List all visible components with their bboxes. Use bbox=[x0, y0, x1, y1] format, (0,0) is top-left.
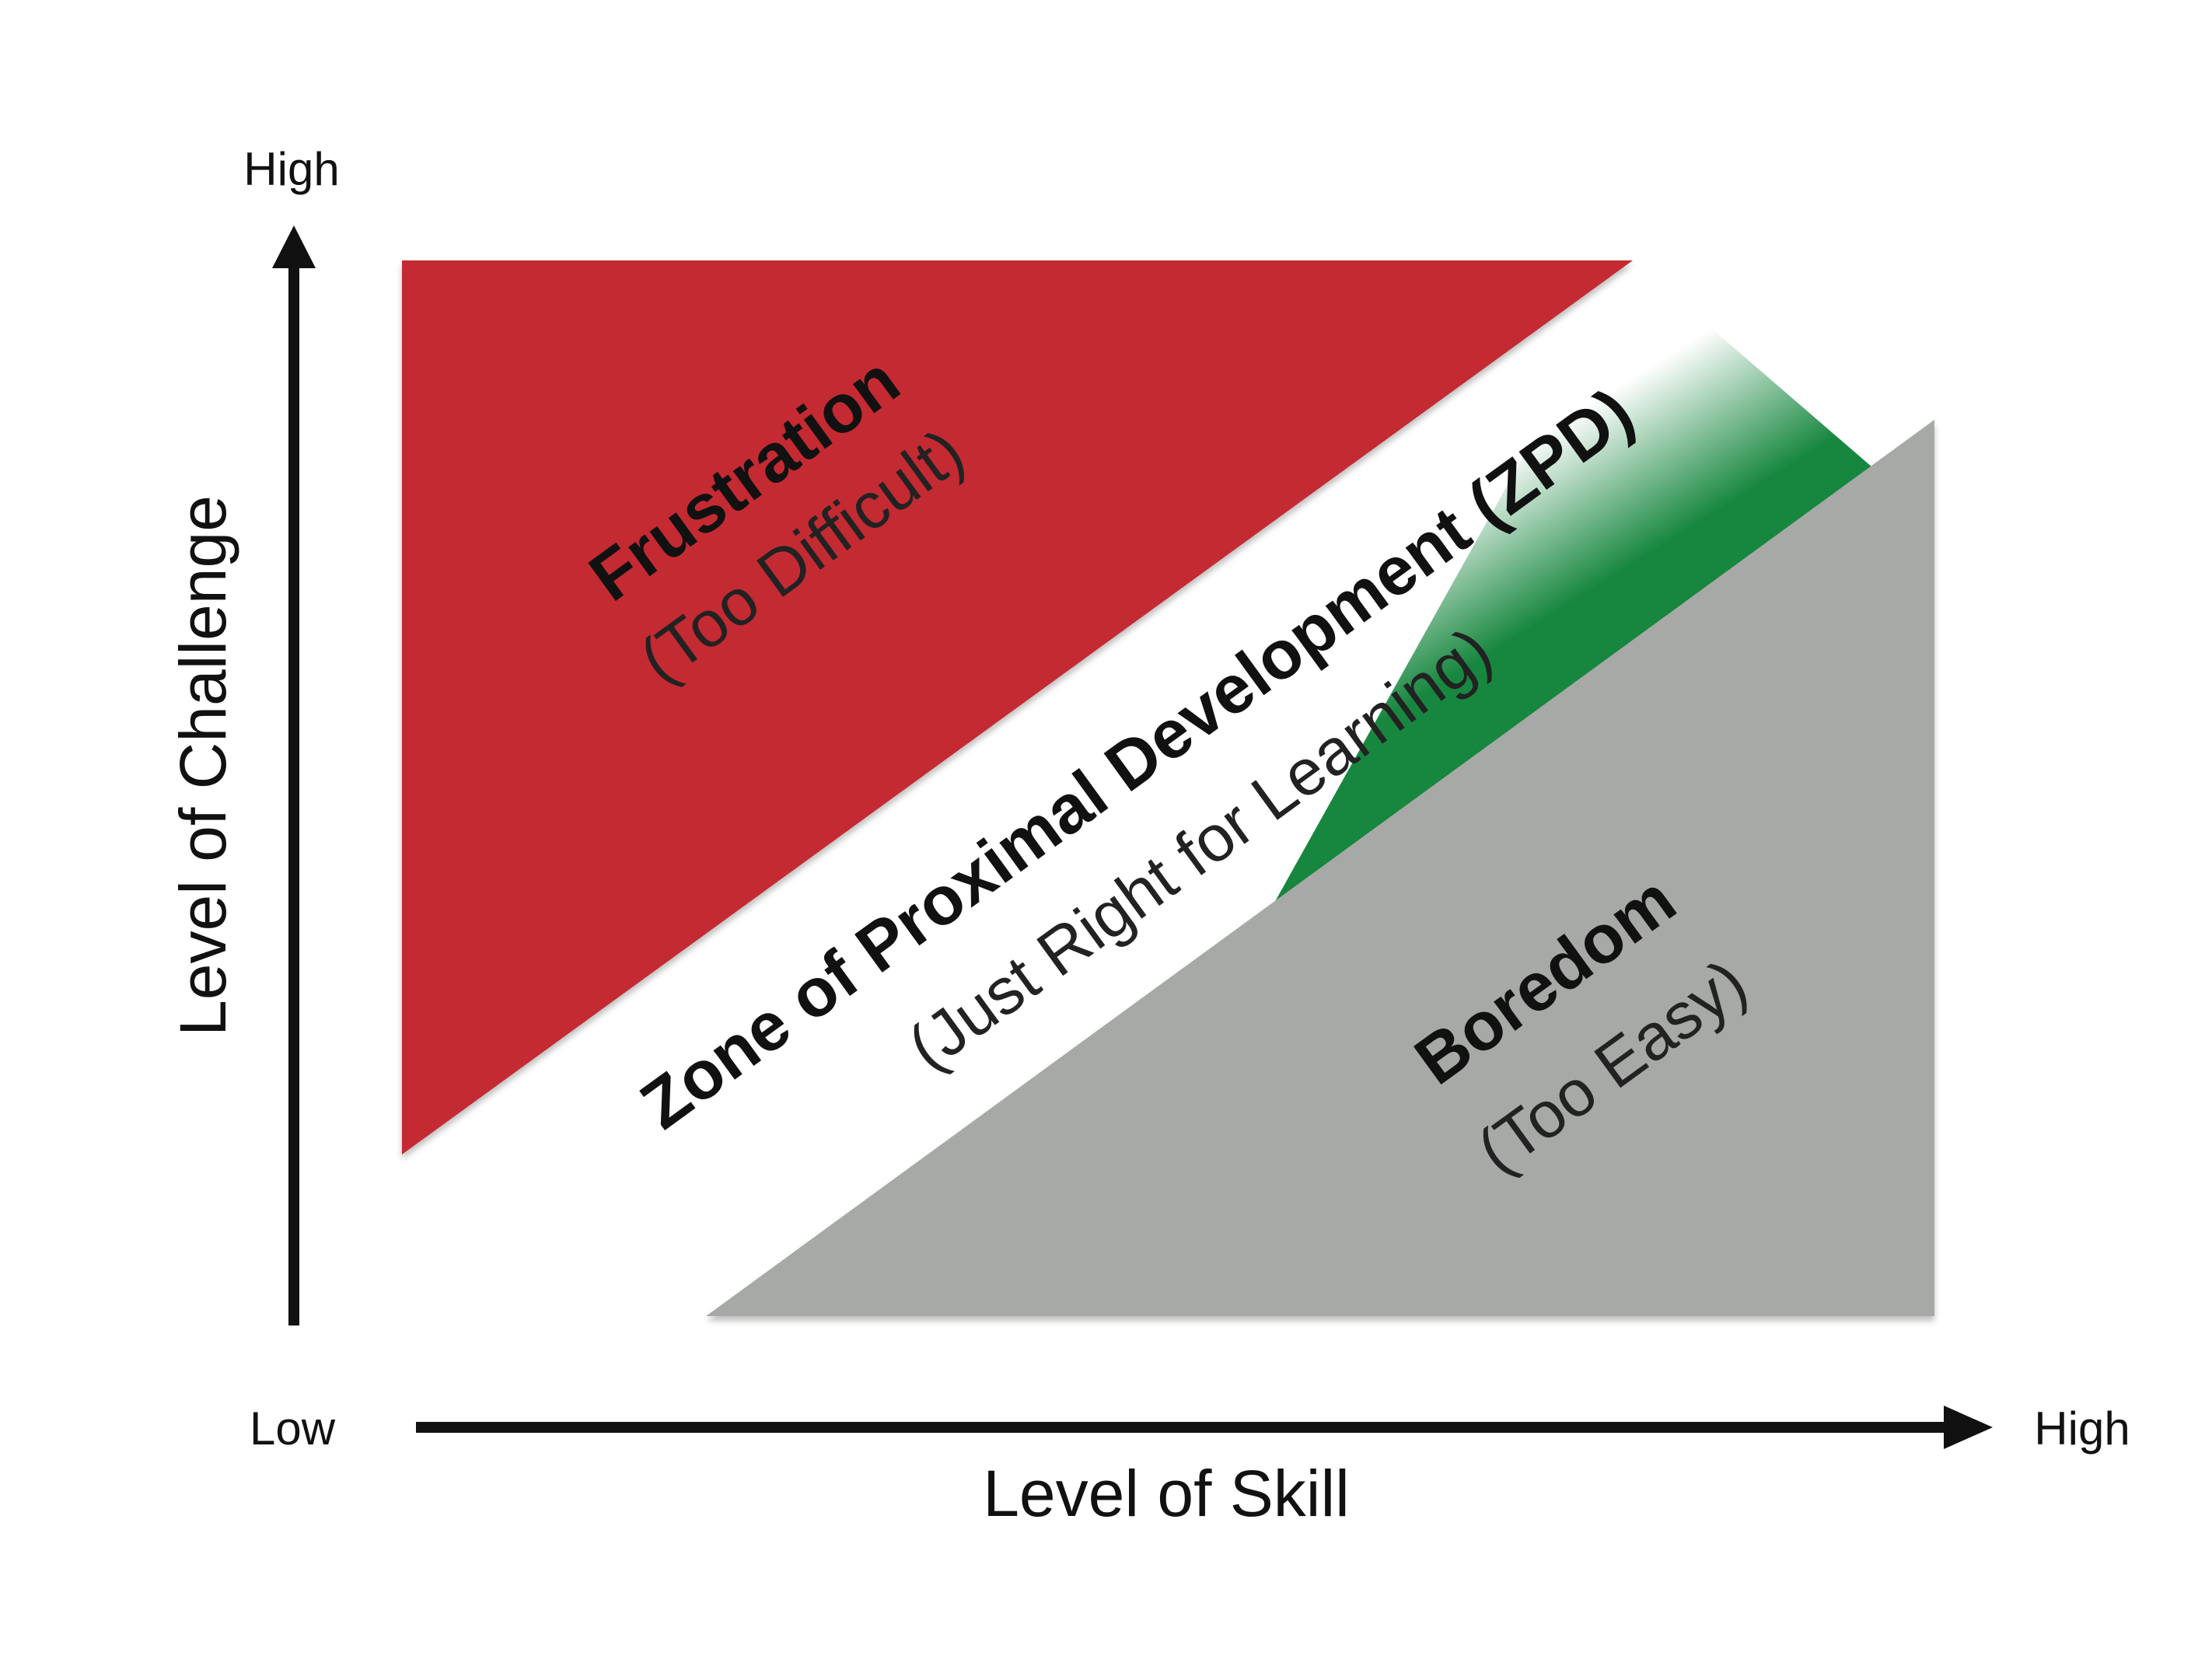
x-axis bbox=[416, 1406, 1993, 1449]
x-axis-title: Level of Skill bbox=[983, 1457, 1350, 1530]
y-axis-high-label: High bbox=[243, 143, 339, 195]
x-axis-arrowhead bbox=[1944, 1406, 1993, 1449]
x-axis-high-label: High bbox=[2034, 1402, 2130, 1455]
frustration-zone bbox=[402, 260, 1633, 1154]
y-axis-arrowhead bbox=[272, 225, 316, 268]
y-axis bbox=[272, 225, 316, 1325]
x-axis-low-label: Low bbox=[250, 1402, 336, 1455]
boredom-zone bbox=[706, 420, 1934, 1316]
y-axis-title: Level of Challenge bbox=[166, 495, 239, 1036]
